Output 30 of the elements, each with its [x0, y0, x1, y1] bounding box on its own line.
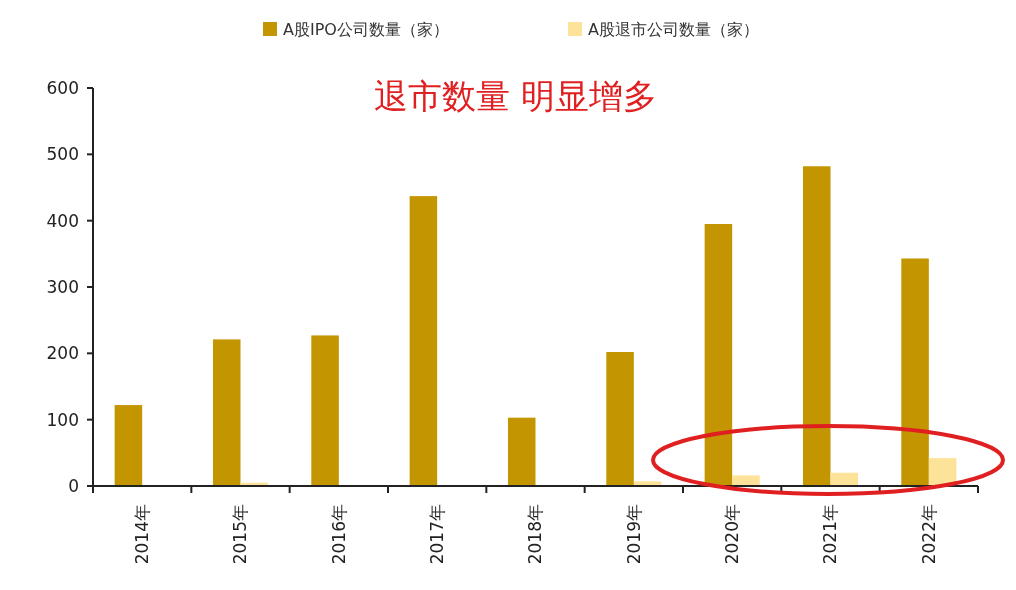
- y-tick-label: 600: [46, 77, 79, 98]
- bar: [311, 335, 339, 486]
- bar: [901, 258, 929, 486]
- bar: [409, 196, 438, 486]
- bar: [114, 405, 143, 486]
- x-tick-label: 2020年: [722, 504, 743, 565]
- x-tick-label: 2017年: [427, 504, 448, 565]
- x-tick-label: 2015年: [230, 504, 251, 565]
- x-tick-label: 2019年: [623, 504, 644, 565]
- bar: [606, 352, 634, 486]
- y-tick-label: 100: [46, 409, 79, 430]
- y-tick-label: 200: [46, 343, 79, 364]
- y-tick-label: 400: [46, 210, 79, 231]
- y-tick-label: 500: [46, 144, 79, 165]
- chart-title: 退市数量 明显增多: [374, 76, 657, 116]
- x-tick-label: 2022年: [918, 504, 939, 565]
- x-tick-label: 2016年: [328, 504, 349, 565]
- y-tick-label: 300: [46, 276, 79, 297]
- legend-label: A股退市公司数量（家）: [588, 19, 759, 39]
- x-tick-label: 2021年: [820, 504, 841, 565]
- bar: [212, 339, 241, 486]
- bar: [928, 458, 957, 486]
- bar: [507, 417, 536, 486]
- bar: [732, 475, 760, 486]
- bar: [802, 166, 831, 486]
- x-tick-label: 2014年: [132, 504, 153, 565]
- y-tick-label: 0: [68, 475, 79, 496]
- bar: [704, 223, 733, 486]
- x-tick-label: 2018年: [525, 504, 546, 565]
- legend-label: A股IPO公司数量（家）: [283, 19, 449, 39]
